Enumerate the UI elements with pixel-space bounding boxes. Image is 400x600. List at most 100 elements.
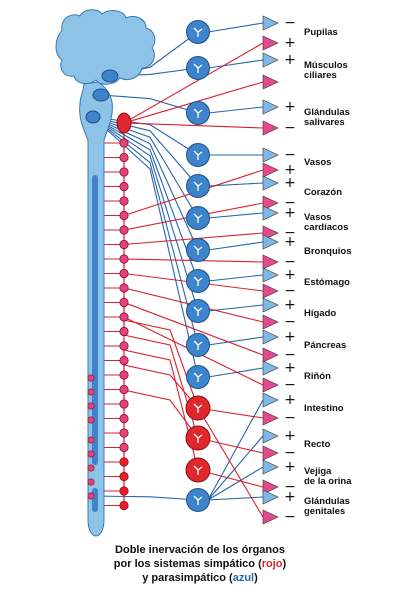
organ-label: Estómago: [304, 277, 350, 288]
chain-ganglion: [119, 428, 129, 438]
chain-ganglion: [119, 297, 129, 308]
sacral-node: [87, 492, 95, 500]
target-sympathetic: [262, 479, 279, 495]
synapse-stroke: [193, 213, 199, 219]
sacral-node: [87, 388, 95, 396]
caption-line-1: Doble inervación de los órganos: [115, 544, 285, 556]
target-sympathetic: [262, 314, 279, 330]
sacral-node: [87, 478, 95, 486]
synapse-stroke: [197, 373, 203, 378]
synapse-stroke: [193, 340, 199, 346]
synapse-stroke: [197, 307, 203, 312]
effect-sign: −: [284, 314, 296, 330]
organ-label: Páncreas: [304, 340, 347, 351]
ganglion-synapse: [193, 63, 203, 73]
sacral-canal: [92, 488, 98, 512]
effect-sign: −: [284, 347, 296, 363]
chain-ganglion: [119, 341, 129, 351]
ganglion-synapse: [193, 245, 203, 255]
sympathetic-fiber: [123, 122, 264, 129]
chain-ganglion: [119, 457, 129, 467]
chain-ganglion: [119, 167, 129, 177]
chain-ganglion: [119, 268, 129, 279]
ganglion-synapse: [193, 306, 203, 316]
target-sympathetic: [262, 120, 279, 136]
synapse-stroke: [193, 372, 199, 378]
target-sympathetic: [262, 162, 279, 178]
chain-ganglion: [119, 152, 129, 163]
chain-ganglion: [119, 225, 129, 235]
target-sympathetic: [262, 254, 279, 270]
parasympathetic-preganglionic-fiber: [92, 116, 199, 219]
effect-sign: −: [284, 410, 296, 426]
sacral-node: [87, 416, 95, 424]
caption-line-3-prefix: y parasimpático (: [142, 572, 233, 584]
parasympathetic-preganglionic-fiber: [100, 94, 199, 114]
effect-sign: +: [284, 175, 296, 191]
ganglion-synapse: [193, 433, 203, 443]
chain-ganglion: [119, 210, 129, 221]
brain-nucleus: [101, 69, 119, 83]
organ-label: Pupilas: [304, 27, 338, 38]
ganglion-synapse: [193, 181, 203, 191]
parasympathetic-postganglionic-fiber: [207, 106, 264, 114]
effect-sign: +: [284, 52, 296, 68]
target-parasympathetic: [262, 267, 279, 283]
synapse-stroke: [197, 404, 203, 409]
parasympathetic-postganglionic-fiber: [207, 367, 264, 378]
ganglion-synapse: [193, 495, 203, 505]
sacral-node: [87, 402, 95, 410]
chain-ganglion: [119, 196, 129, 206]
target-parasympathetic: [262, 459, 279, 475]
sympathetic-preganglionic-fiber: [123, 364, 199, 409]
organ-label: Vasos cardíacos: [304, 212, 349, 233]
organ-label: Recto: [304, 438, 331, 450]
effect-sign: +: [284, 162, 296, 178]
target-parasympathetic: [262, 329, 279, 345]
synapse-stroke: [193, 495, 199, 501]
synapse-stroke: [193, 403, 199, 409]
parasympathetic-preganglionic-fiber: [92, 116, 199, 187]
effect-sign: +: [284, 297, 296, 313]
synapse-stroke: [193, 245, 199, 251]
ganglion-synapse: [193, 465, 203, 475]
parasympathetic-postganglionic-fiber: [207, 496, 264, 501]
synapse-stroke: [197, 214, 203, 219]
parasympathetic-preganglionic-fiber: [92, 116, 199, 282]
chain-ganglion: [119, 283, 129, 293]
ganglion-synapse: [193, 372, 203, 382]
organ-label: Intestino: [304, 403, 344, 414]
target-parasympathetic: [262, 297, 279, 313]
chain-ganglion: [119, 312, 129, 322]
parasympathetic-postganglionic-fiber: [207, 336, 264, 346]
parasympathetic-postganglionic-fiber: [207, 241, 264, 251]
effect-sign: +: [284, 267, 296, 283]
organ-label: Riñón: [304, 370, 331, 382]
synapse-stroke: [193, 276, 199, 282]
sacral-node: [87, 436, 95, 444]
ganglion-synapse: [193, 340, 203, 350]
synapse-stroke: [197, 182, 203, 187]
brain-nucleus: [92, 88, 110, 102]
caption-line-2: por los sistemas simpático (rojo): [0, 557, 400, 571]
target-parasympathetic: [262, 15, 279, 31]
chain-ganglion: [119, 254, 129, 264]
synapse-stroke: [193, 181, 199, 187]
target-sympathetic: [262, 283, 279, 299]
organ-label: Hígado: [304, 307, 337, 319]
target-sympathetic: [262, 377, 279, 393]
effect-sign: +: [284, 489, 296, 505]
parasympathetic-preganglionic-fiber: [90, 495, 199, 501]
synapse-stroke: [193, 433, 199, 439]
brain-nucleus: [85, 110, 101, 124]
ganglion-synapse: [193, 276, 203, 286]
target-parasympathetic: [262, 489, 279, 505]
sympathetic-fiber: [123, 301, 264, 356]
effect-sign: +: [284, 35, 296, 51]
target-sympathetic: [262, 509, 279, 525]
chain-ganglion: [119, 326, 129, 337]
parasympathetic-postganglionic-fiber: [207, 435, 264, 501]
synapse-stroke: [197, 496, 203, 501]
synapse-stroke: [197, 109, 203, 114]
